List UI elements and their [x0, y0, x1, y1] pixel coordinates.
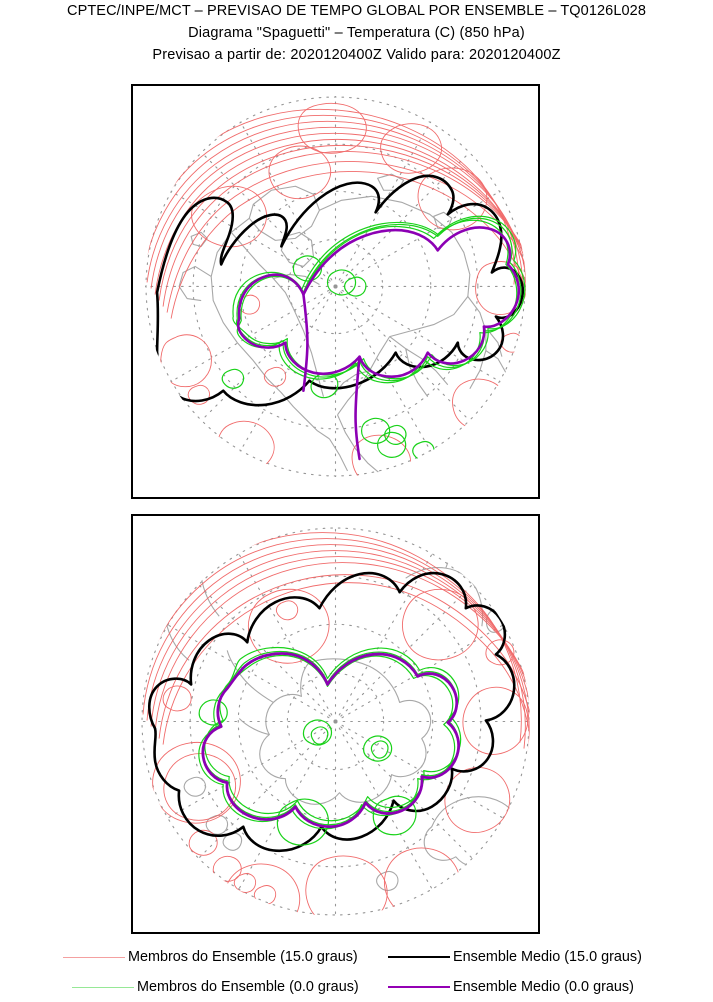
legend-swatch-members-0c: [71, 986, 134, 988]
members-0c-north: [221, 215, 526, 461]
legend-entry-mean-0c: Ensemble Medio (0.0 graus): [387, 978, 641, 995]
legend-label-mean-15c: Ensemble Medio (15.0 graus): [452, 948, 642, 965]
members-15c-north: [145, 102, 526, 477]
page-title: CPTEC/INPE/MCT – PREVISAO DE TEMPO GLOBA…: [67, 2, 646, 19]
map-panel-northern-hemisphere[interactable]: [131, 84, 540, 499]
legend-entry-mean-15c: Ensemble Medio (15.0 graus): [387, 948, 650, 965]
legend-row-15c: Membros do Ensemble (15.0 graus) Ensembl…: [0, 942, 713, 972]
map-panel-southern-hemisphere[interactable]: [131, 514, 540, 934]
legend-swatch-mean-15c: [387, 956, 450, 958]
legend-entry-members-0c: Membros do Ensemble (0.0 graus): [71, 978, 368, 995]
legend-row-0c: Membros do Ensemble (0.0 graus) Ensemble…: [0, 972, 713, 1002]
legend-swatch-members-15c: [63, 956, 126, 958]
southern-hemisphere-map: [141, 527, 530, 916]
mean-15c-north: [155, 174, 525, 407]
chart-header: CPTEC/INPE/MCT – PREVISAO DE TEMPO GLOBA…: [0, 0, 713, 66]
chart-subtitle: Diagrama "Spaguetti" – Temperatura (C) (…: [188, 24, 525, 41]
legend-label-members-15c: Membros do Ensemble (15.0 graus): [128, 948, 359, 965]
mean-0c-south: [201, 652, 460, 829]
legend-entry-members-15c: Membros do Ensemble (15.0 graus): [63, 949, 367, 965]
members-0c-south: [198, 646, 462, 846]
legend-swatch-mean-0c: [387, 986, 450, 988]
legend-label-members-0c: Membros do Ensemble (0.0 graus): [136, 978, 359, 995]
chart-legend: Membros do Ensemble (15.0 graus) Ensembl…: [0, 942, 713, 1002]
forecast-time-line: Previsao a partir de: 2020120400Z Valido…: [152, 46, 561, 63]
mean-0c-north: [236, 226, 520, 461]
mean-15c-south: [147, 571, 516, 853]
coastlines-north: [178, 173, 507, 476]
legend-label-mean-0c: Ensemble Medio (0.0 graus): [452, 978, 634, 995]
northern-hemisphere-map: [145, 96, 526, 477]
graticule-north: [145, 96, 526, 477]
members-15c-south: [141, 532, 530, 916]
